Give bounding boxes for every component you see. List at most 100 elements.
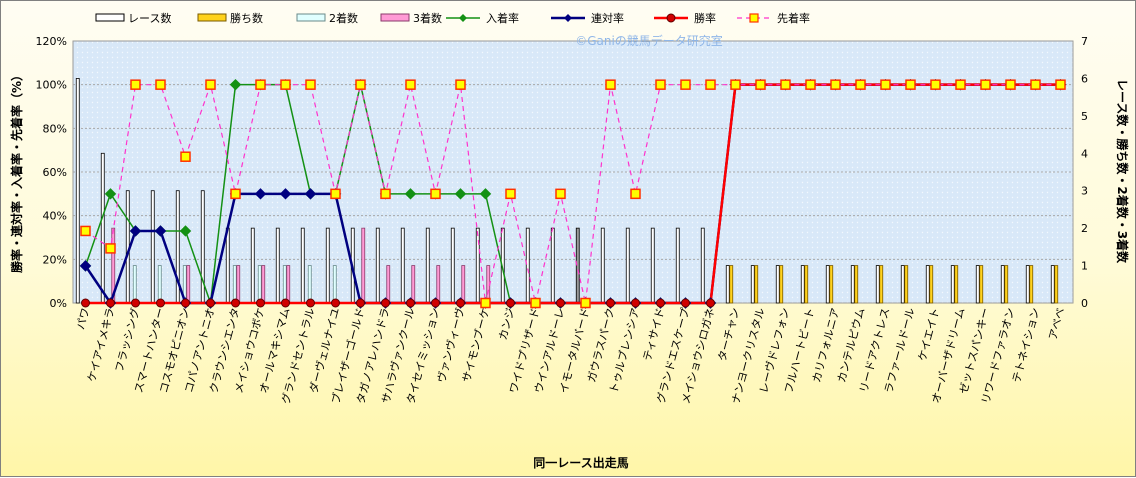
data-point	[980, 79, 991, 90]
bar	[186, 265, 191, 304]
data-point	[730, 79, 741, 90]
data-point	[406, 298, 415, 308]
data-point	[81, 298, 90, 308]
data-point	[480, 297, 491, 309]
data-point	[156, 298, 165, 308]
bar	[200, 190, 205, 304]
bar	[150, 190, 155, 304]
bar	[950, 265, 955, 304]
data-point	[506, 298, 515, 308]
bar	[550, 227, 555, 304]
series-line	[85, 82, 1061, 304]
legend-swatch	[296, 13, 326, 22]
legend-label: 先着率	[777, 11, 810, 25]
data-point	[755, 79, 766, 90]
data-point	[405, 79, 416, 90]
data-point	[1030, 79, 1041, 90]
x-category-label: パワ	[74, 306, 92, 331]
data-point	[80, 225, 91, 237]
bar	[525, 227, 530, 304]
bar	[925, 265, 930, 304]
data-point	[606, 298, 615, 308]
legend-marker	[749, 13, 759, 23]
bar	[775, 265, 780, 304]
data-point	[630, 188, 641, 200]
data-point	[279, 188, 292, 200]
bar	[1025, 265, 1030, 304]
legend-label: 勝率	[694, 11, 716, 25]
bar	[1029, 265, 1034, 304]
bar	[225, 227, 230, 304]
bar	[75, 78, 80, 304]
x-category-label: ケイエイト	[916, 306, 943, 362]
data-point	[830, 79, 841, 90]
bar	[650, 227, 655, 304]
bar	[854, 265, 859, 304]
data-point	[454, 188, 467, 200]
data-point	[330, 188, 341, 200]
data-point	[905, 79, 916, 90]
data-point	[229, 78, 242, 91]
data-point	[605, 79, 616, 90]
bar	[1050, 265, 1055, 304]
bar	[800, 265, 805, 304]
left-y-tick-label: 0%	[50, 297, 67, 310]
bar	[600, 227, 605, 304]
data-point	[255, 79, 266, 90]
legend-label: 連対率	[591, 11, 624, 25]
bar	[307, 265, 312, 304]
bar	[386, 265, 391, 304]
right-y-tick-label: 7	[1081, 35, 1088, 48]
data-point	[955, 79, 966, 90]
data-point	[505, 188, 516, 200]
right-y-tick-label: 1	[1081, 260, 1088, 273]
legend-label: 3着数	[413, 11, 442, 25]
right-y-tick-label: 4	[1081, 147, 1088, 160]
legend-swatch	[380, 13, 410, 22]
bar	[875, 265, 880, 304]
right-y-axis-title: レース数・勝ち数・2着数・3着数	[1115, 79, 1130, 264]
bar	[979, 265, 984, 304]
data-point	[1055, 79, 1066, 90]
data-point	[181, 298, 190, 308]
data-point	[106, 298, 115, 308]
left-y-tick-label: 80%	[43, 122, 67, 135]
data-point	[356, 298, 365, 308]
data-point	[780, 79, 791, 90]
left-y-tick-label: 20%	[43, 253, 67, 266]
bar	[425, 227, 430, 304]
x-category-label: ティサイド	[641, 306, 668, 362]
data-point	[681, 298, 690, 308]
data-point	[254, 188, 267, 200]
data-point	[855, 79, 866, 90]
data-point	[105, 243, 116, 254]
right-y-tick-label: 3	[1081, 185, 1088, 198]
x-category-label: アベベ	[1046, 306, 1067, 341]
data-point	[104, 188, 117, 200]
data-point	[705, 79, 716, 90]
bar	[804, 265, 809, 304]
data-point	[380, 188, 391, 200]
bar	[232, 265, 237, 304]
data-point	[280, 79, 291, 90]
data-point	[556, 298, 565, 308]
data-point	[880, 79, 891, 90]
data-point	[655, 79, 666, 90]
x-category-label: ターチャン	[716, 306, 743, 362]
data-point	[656, 298, 665, 308]
data-point	[631, 298, 640, 308]
bar	[100, 152, 105, 304]
bar	[261, 265, 266, 304]
data-point	[180, 151, 191, 162]
data-point	[79, 260, 92, 272]
left-y-tick-label: 100%	[36, 79, 67, 92]
bar	[954, 265, 959, 304]
bar	[729, 265, 734, 304]
bar	[157, 265, 162, 304]
data-point	[805, 79, 816, 90]
legend-label: 2着数	[329, 11, 358, 25]
bar	[700, 227, 705, 304]
bar	[461, 265, 466, 304]
bar	[475, 227, 480, 304]
